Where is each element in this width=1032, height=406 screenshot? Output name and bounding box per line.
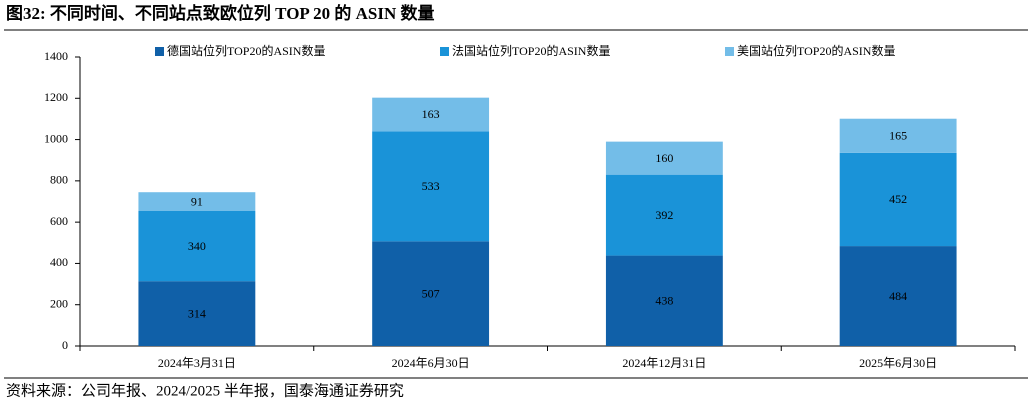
data-label: 392 — [655, 208, 673, 222]
y-tick-label: 800 — [50, 173, 68, 187]
bar-segment — [372, 97, 490, 132]
bar-segment — [839, 246, 957, 346]
data-label: 438 — [655, 294, 673, 308]
y-tick-label: 1200 — [44, 90, 68, 104]
data-label: 533 — [422, 179, 440, 193]
data-label: 340 — [188, 239, 206, 253]
bar-segment — [605, 255, 723, 346]
bar-segment — [138, 192, 256, 211]
chart-title: 图32: 不同时间、不同站点致欧位列 TOP 20 的 ASIN 数量 — [6, 3, 435, 23]
x-tick-label: 2024年12月31日 — [622, 356, 706, 370]
y-tick-label: 200 — [50, 296, 68, 310]
bar-segment — [605, 174, 723, 256]
data-label: 314 — [188, 306, 206, 320]
data-label: 507 — [422, 286, 440, 300]
y-tick-label: 600 — [50, 214, 68, 228]
data-label: 160 — [655, 151, 673, 165]
legend-swatch — [725, 47, 734, 56]
x-tick-label: 2024年6月30日 — [392, 356, 470, 370]
x-tick-label: 2025年6月30日 — [859, 356, 937, 370]
y-tick-label: 1400 — [44, 49, 68, 63]
bar-segment — [372, 241, 490, 346]
data-label: 484 — [889, 289, 907, 303]
legend-swatch — [155, 47, 164, 56]
legend-label: 法国站位列TOP20的ASIN数量 — [452, 43, 610, 58]
legend-swatch — [440, 47, 449, 56]
source-note: 资料来源：公司年报、2024/2025 半年报，国泰海通证券研究 — [6, 382, 404, 399]
x-tick-label: 2024年3月31日 — [158, 356, 236, 370]
legend-label: 德国站位列TOP20的ASIN数量 — [167, 43, 325, 58]
y-tick-label: 0 — [62, 338, 68, 352]
bar-segment — [138, 210, 256, 282]
data-label: 165 — [889, 129, 907, 143]
data-label: 452 — [889, 192, 907, 206]
data-label: 91 — [191, 194, 203, 208]
bar-segment — [372, 131, 490, 242]
bar-segment — [839, 118, 957, 153]
bar-segment — [839, 152, 957, 247]
bar-segment — [605, 141, 723, 175]
y-tick-label: 1000 — [44, 131, 68, 145]
y-tick-label: 400 — [50, 255, 68, 269]
legend-label: 美国站位列TOP20的ASIN数量 — [737, 43, 895, 58]
bar-segment — [138, 281, 256, 346]
data-label: 163 — [422, 107, 440, 121]
